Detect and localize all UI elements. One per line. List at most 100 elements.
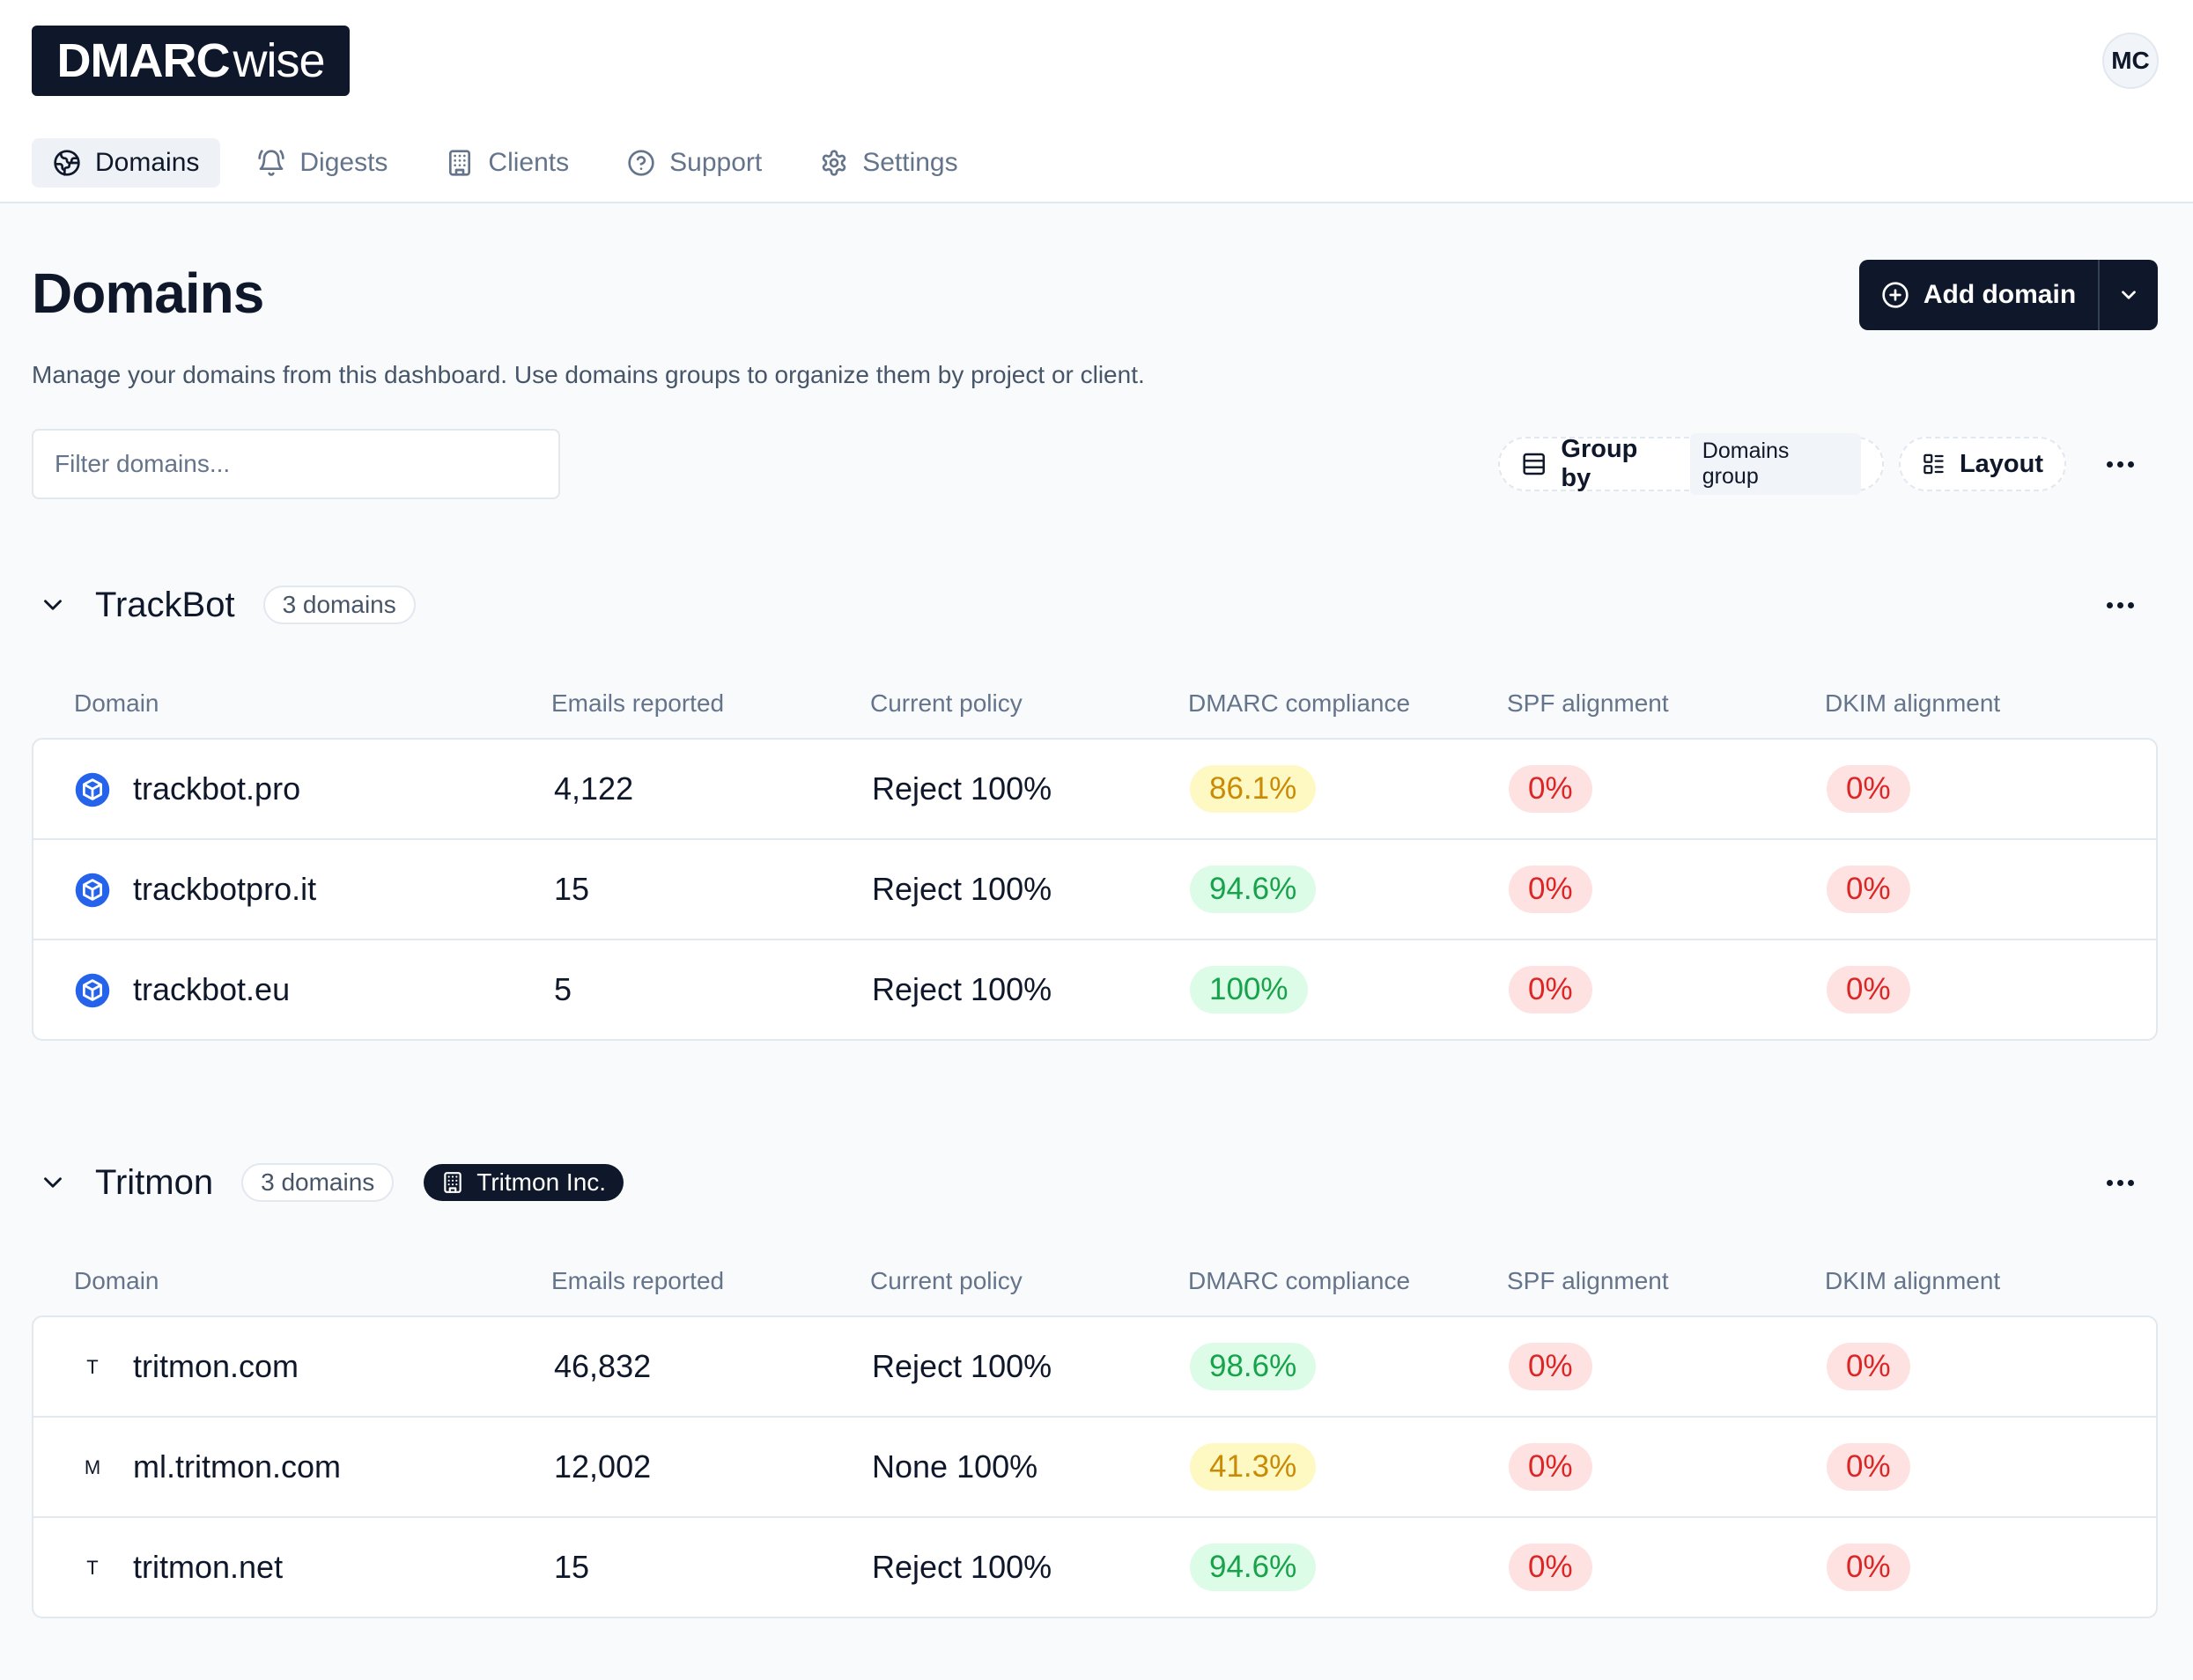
- more-options-button[interactable]: [2099, 443, 2141, 485]
- column-header-domain[interactable]: Domain: [74, 1267, 159, 1294]
- table-row[interactable]: trackbotpro.it 15 Reject 100% 94.6% 0% 0…: [33, 840, 2156, 940]
- nav-item-label: Domains: [95, 148, 200, 177]
- help-circle-icon: [628, 150, 654, 176]
- column-header-spf[interactable]: SPF alignment: [1507, 689, 1669, 717]
- group-name[interactable]: Tritmon: [95, 1162, 214, 1202]
- column-header-dkim[interactable]: DKIM alignment: [1825, 689, 2001, 717]
- collapse-group-button[interactable]: [32, 1161, 74, 1204]
- rows-icon: [1523, 453, 1545, 475]
- table-row[interactable]: trackbot.eu 5 Reject 100% 100% 0% 0%: [33, 940, 2156, 1039]
- dot: [2127, 601, 2134, 608]
- emails-reported: 15: [554, 1549, 590, 1585]
- domain-name[interactable]: trackbot.eu: [133, 971, 291, 1007]
- table-row[interactable]: M ml.tritmon.com 12,002 None 100% 41.3% …: [33, 1418, 2156, 1518]
- dot: [2127, 461, 2134, 468]
- group-options-button[interactable]: [2099, 584, 2141, 626]
- brand-logo[interactable]: DMARC wise: [32, 26, 350, 96]
- add-domain-menu-button[interactable]: [2100, 260, 2158, 330]
- column-header-emails[interactable]: Emails reported: [551, 689, 725, 717]
- nav-item-domains[interactable]: Domains: [32, 138, 221, 188]
- domain-name[interactable]: tritmon.com: [133, 1348, 299, 1384]
- top-bar: DMARC wise MC Domains Digests Clients Sup…: [0, 0, 2193, 203]
- cube-icon: [74, 972, 111, 1009]
- domain-name[interactable]: ml.tritmon.com: [133, 1448, 342, 1485]
- add-domain-split-button: Add domain: [1859, 260, 2158, 330]
- plus-circle-icon: [1882, 282, 1909, 308]
- domain-count-badge: 3 domains: [241, 1163, 395, 1202]
- current-policy: Reject 100%: [872, 1348, 1052, 1384]
- dkim-alignment-badge: 0%: [1827, 1544, 1910, 1591]
- cube-icon: [74, 771, 111, 808]
- dot: [2116, 601, 2123, 608]
- nav-item-label: Clients: [488, 148, 570, 177]
- cube-icon: [74, 872, 111, 909]
- current-policy: None 100%: [872, 1448, 1038, 1485]
- add-domain-button[interactable]: Add domain: [1859, 260, 2100, 330]
- nav-item-label: Settings: [862, 148, 958, 177]
- domain-name[interactable]: trackbotpro.it: [133, 871, 317, 907]
- page-title: Domains: [32, 262, 264, 325]
- group-header: TrackBot 3 domains: [32, 580, 2158, 630]
- domain-initial: T: [74, 1550, 111, 1587]
- column-header-dmarc[interactable]: DMARC compliance: [1188, 1267, 1411, 1294]
- dkim-alignment-badge: 0%: [1827, 866, 1910, 913]
- layout-button[interactable]: Layout: [1899, 437, 2066, 491]
- table-row[interactable]: T tritmon.com 46,832 Reject 100% 98.6% 0…: [33, 1317, 2156, 1418]
- chevron-down-icon: [44, 1177, 62, 1188]
- column-header-dkim[interactable]: DKIM alignment: [1825, 1267, 2001, 1294]
- dmarc-compliance-badge: 41.3%: [1190, 1443, 1317, 1491]
- spf-alignment-badge: 0%: [1509, 1343, 1592, 1390]
- brand-logo-bold: DMARC: [56, 34, 230, 87]
- table-column-headers: Domain Emails reported Current policy DM…: [32, 1267, 2158, 1302]
- spf-alignment-badge: 0%: [1509, 765, 1592, 813]
- group-header: Tritmon 3 domains Tritmon Inc.: [32, 1158, 2158, 1207]
- domain-initial: T: [74, 1349, 111, 1386]
- dot: [2106, 601, 2113, 608]
- domain-initial-letter: T: [86, 1557, 99, 1579]
- group-by-value: Domains group: [1689, 433, 1861, 495]
- client-badge[interactable]: Tritmon Inc.: [424, 1164, 624, 1201]
- column-header-policy[interactable]: Current policy: [870, 689, 1023, 717]
- dot: [2106, 1179, 2113, 1186]
- domain-group-trackbot: TrackBot 3 domains Domain Emails reporte…: [32, 580, 2158, 1065]
- dkim-alignment-badge: 0%: [1827, 765, 1910, 813]
- column-header-spf[interactable]: SPF alignment: [1507, 1267, 1669, 1294]
- nav-item-digests[interactable]: Digests: [236, 138, 409, 188]
- spf-alignment-badge: 0%: [1509, 1544, 1592, 1591]
- emails-reported: 46,832: [554, 1348, 652, 1384]
- layout-label: Layout: [1959, 449, 2043, 478]
- table-row[interactable]: trackbot.pro 4,122 Reject 100% 86.1% 0% …: [33, 740, 2156, 840]
- user-avatar[interactable]: MC: [2102, 33, 2159, 89]
- domain-name[interactable]: trackbot.pro: [133, 770, 301, 807]
- dmarc-compliance-badge: 98.6%: [1190, 1343, 1317, 1390]
- layout-list-icon: [1923, 453, 1944, 475]
- current-policy: Reject 100%: [872, 770, 1052, 807]
- group-options-button[interactable]: [2099, 1161, 2141, 1204]
- group-name[interactable]: TrackBot: [95, 585, 235, 624]
- filter-domains-input[interactable]: [32, 429, 560, 499]
- dmarc-compliance-badge: 86.1%: [1190, 765, 1317, 813]
- domain-name[interactable]: tritmon.net: [133, 1549, 284, 1585]
- nav-item-label: Digests: [299, 148, 388, 177]
- column-header-emails[interactable]: Emails reported: [551, 1267, 725, 1294]
- table-row[interactable]: T tritmon.net 15 Reject 100% 94.6% 0% 0%: [33, 1518, 2156, 1617]
- nav-item-clients[interactable]: Clients: [425, 138, 590, 188]
- domain-initial: M: [74, 1449, 111, 1486]
- spf-alignment-badge: 0%: [1509, 866, 1592, 913]
- column-header-domain[interactable]: Domain: [74, 689, 159, 717]
- column-header-dmarc[interactable]: DMARC compliance: [1188, 689, 1411, 717]
- dot: [2127, 1179, 2134, 1186]
- nav-item-settings[interactable]: Settings: [799, 138, 978, 188]
- bell-icon: [258, 150, 285, 176]
- emails-reported: 4,122: [554, 770, 634, 807]
- globe-icon: [54, 150, 80, 176]
- emails-reported: 12,002: [554, 1448, 652, 1485]
- nav-item-support[interactable]: Support: [606, 138, 783, 188]
- column-header-policy[interactable]: Current policy: [870, 1267, 1023, 1294]
- collapse-group-button[interactable]: [32, 584, 74, 626]
- client-name: Tritmon Inc.: [476, 1168, 607, 1196]
- group-by-button[interactable]: Group by Domains group: [1498, 433, 1884, 495]
- dkim-alignment-badge: 0%: [1827, 1343, 1910, 1390]
- emails-reported: 15: [554, 871, 590, 907]
- dot: [2116, 1179, 2123, 1186]
